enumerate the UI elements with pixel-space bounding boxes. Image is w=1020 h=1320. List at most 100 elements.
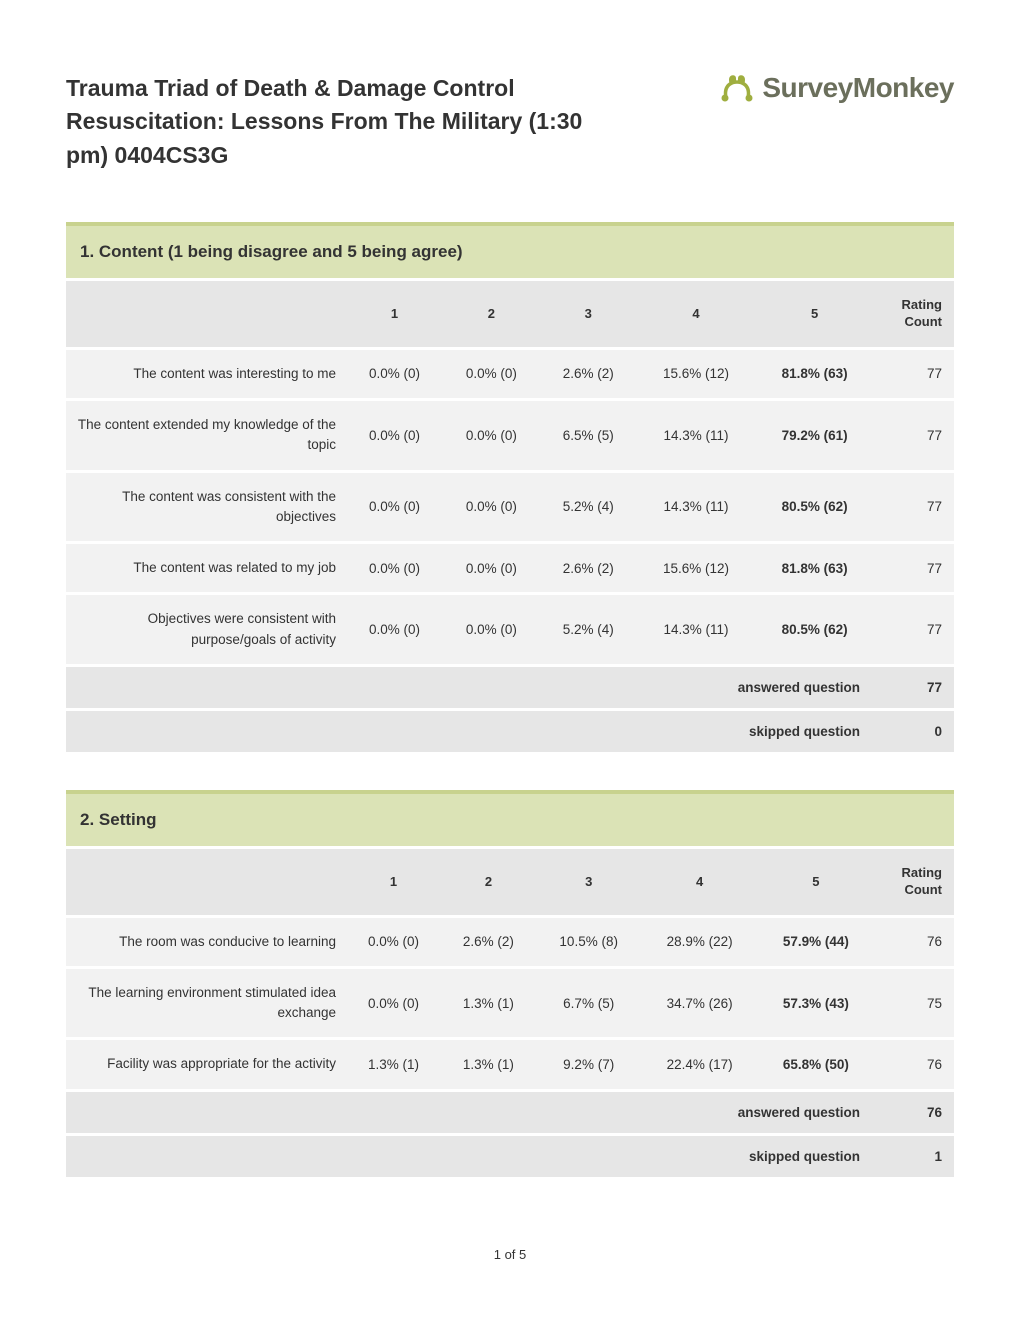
data-cell: 0.0% (0) (346, 400, 443, 472)
row-label: The learning environment stimulated idea… (66, 967, 346, 1039)
data-cell: 65.8% (50) (758, 1039, 874, 1090)
data-cell: 1.3% (1) (346, 1039, 441, 1090)
rating-count-cell: 76 (874, 1039, 954, 1090)
data-cell: 1.3% (1) (441, 1039, 536, 1090)
row-label: The room was conducive to learning (66, 916, 346, 967)
answered-label: answered question (66, 665, 874, 709)
page-footer: 1 of 5 (66, 1247, 954, 1262)
results-table: 12345RatingCountThe content was interest… (66, 278, 954, 752)
data-cell: 14.3% (11) (637, 594, 756, 666)
skipped-label: skipped question (66, 709, 874, 752)
data-cell: 81.8% (63) (755, 543, 874, 594)
column-header: 2 (441, 847, 536, 916)
column-header: 2 (443, 280, 540, 349)
data-cell: 34.7% (26) (641, 967, 757, 1039)
column-header: 4 (641, 847, 757, 916)
questions-container: 1. Content (1 being disagree and 5 being… (66, 222, 954, 1177)
data-cell: 0.0% (0) (346, 916, 441, 967)
column-header: 5 (755, 280, 874, 349)
row-label: The content was consistent with the obje… (66, 471, 346, 543)
skipped-row: skipped question1 (66, 1134, 954, 1177)
data-cell: 1.3% (1) (441, 967, 536, 1039)
column-header: 5 (758, 847, 874, 916)
row-label: The content was related to my job (66, 543, 346, 594)
column-header (66, 280, 346, 349)
data-cell: 15.6% (12) (637, 543, 756, 594)
skipped-row: skipped question0 (66, 709, 954, 752)
data-cell: 5.2% (4) (540, 594, 637, 666)
data-cell: 14.3% (11) (637, 400, 756, 472)
data-cell: 57.3% (43) (758, 967, 874, 1039)
rating-count-cell: 77 (874, 471, 954, 543)
data-cell: 0.0% (0) (443, 543, 540, 594)
data-cell: 6.5% (5) (540, 400, 637, 472)
data-cell: 14.3% (11) (637, 471, 756, 543)
question-title: 2. Setting (66, 790, 954, 846)
data-cell: 22.4% (17) (641, 1039, 757, 1090)
table-row: Facility was appropriate for the activit… (66, 1039, 954, 1090)
rating-count-cell: 76 (874, 916, 954, 967)
column-header: 3 (536, 847, 642, 916)
rating-count-cell: 77 (874, 348, 954, 399)
column-header: 1 (346, 847, 441, 916)
question-block: 1. Content (1 being disagree and 5 being… (66, 222, 954, 752)
data-cell: 0.0% (0) (346, 543, 443, 594)
rating-count-cell: 77 (874, 594, 954, 666)
results-table: 12345RatingCountThe room was conducive t… (66, 846, 954, 1177)
row-label: Facility was appropriate for the activit… (66, 1039, 346, 1090)
data-cell: 0.0% (0) (443, 594, 540, 666)
data-cell: 80.5% (62) (755, 471, 874, 543)
column-header: 3 (540, 280, 637, 349)
logo-text: SurveyMonkey (762, 72, 954, 104)
column-header: RatingCount (874, 280, 954, 349)
data-cell: 2.6% (2) (441, 916, 536, 967)
skipped-label: skipped question (66, 1134, 874, 1177)
data-cell: 0.0% (0) (443, 348, 540, 399)
data-cell: 79.2% (61) (755, 400, 874, 472)
answered-value: 76 (874, 1090, 954, 1134)
table-row: Objectives were consistent with purpose/… (66, 594, 954, 666)
column-header (66, 847, 346, 916)
row-label: The content was interesting to me (66, 348, 346, 399)
row-label: Objectives were consistent with purpose/… (66, 594, 346, 666)
data-cell: 0.0% (0) (346, 967, 441, 1039)
column-header: 1 (346, 280, 443, 349)
question-title: 1. Content (1 being disagree and 5 being… (66, 222, 954, 278)
data-cell: 57.9% (44) (758, 916, 874, 967)
surveymonkey-logo: SurveyMonkey (718, 72, 954, 104)
table-row: The learning environment stimulated idea… (66, 967, 954, 1039)
table-row: The content was interesting to me0.0% (0… (66, 348, 954, 399)
data-cell: 0.0% (0) (346, 594, 443, 666)
header: Trauma Triad of Death & Damage Control R… (66, 72, 954, 172)
answered-row: answered question76 (66, 1090, 954, 1134)
data-cell: 9.2% (7) (536, 1039, 642, 1090)
table-row: The content extended my knowledge of the… (66, 400, 954, 472)
rating-count-cell: 75 (874, 967, 954, 1039)
answered-value: 77 (874, 665, 954, 709)
data-cell: 5.2% (4) (540, 471, 637, 543)
data-cell: 28.9% (22) (641, 916, 757, 967)
monkey-icon (718, 74, 756, 102)
table-row: The room was conducive to learning0.0% (… (66, 916, 954, 967)
answered-label: answered question (66, 1090, 874, 1134)
data-cell: 0.0% (0) (346, 348, 443, 399)
data-cell: 2.6% (2) (540, 543, 637, 594)
data-cell: 0.0% (0) (443, 400, 540, 472)
data-cell: 15.6% (12) (637, 348, 756, 399)
data-cell: 80.5% (62) (755, 594, 874, 666)
column-header: RatingCount (874, 847, 954, 916)
row-label: The content extended my knowledge of the… (66, 400, 346, 472)
data-cell: 2.6% (2) (540, 348, 637, 399)
rating-count-cell: 77 (874, 400, 954, 472)
rating-count-cell: 77 (874, 543, 954, 594)
data-cell: 6.7% (5) (536, 967, 642, 1039)
table-row: The content was consistent with the obje… (66, 471, 954, 543)
data-cell: 81.8% (63) (755, 348, 874, 399)
data-cell: 0.0% (0) (346, 471, 443, 543)
skipped-value: 1 (874, 1134, 954, 1177)
column-header: 4 (637, 280, 756, 349)
skipped-value: 0 (874, 709, 954, 752)
page-title: Trauma Triad of Death & Damage Control R… (66, 72, 586, 172)
data-cell: 10.5% (8) (536, 916, 642, 967)
table-row: The content was related to my job0.0% (0… (66, 543, 954, 594)
